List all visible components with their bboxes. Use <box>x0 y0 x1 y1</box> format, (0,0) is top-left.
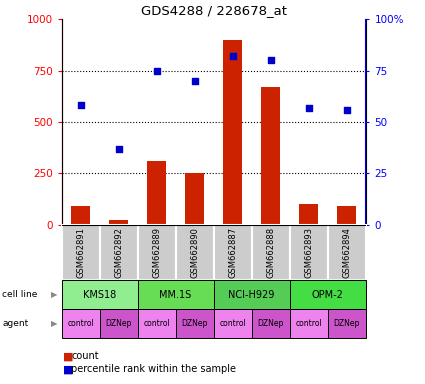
Text: GSM662889: GSM662889 <box>152 227 161 278</box>
Text: DZNep: DZNep <box>105 319 132 328</box>
Point <box>305 104 312 111</box>
Bar <box>252 225 289 280</box>
Bar <box>109 220 128 225</box>
Text: GSM662887: GSM662887 <box>228 227 237 278</box>
Point <box>191 78 198 84</box>
Bar <box>138 280 213 309</box>
Bar <box>261 87 280 225</box>
Point <box>77 103 84 109</box>
Text: ■: ■ <box>63 351 74 361</box>
Text: control: control <box>67 319 94 328</box>
Text: DZNep: DZNep <box>333 319 360 328</box>
Text: control: control <box>219 319 246 328</box>
Bar <box>337 206 356 225</box>
Text: GSM662893: GSM662893 <box>304 227 313 278</box>
Text: ■: ■ <box>63 364 74 374</box>
Point <box>115 146 122 152</box>
Bar <box>71 206 90 225</box>
Text: ▶: ▶ <box>51 319 57 328</box>
Point <box>153 68 160 74</box>
Point <box>267 57 274 63</box>
Point <box>343 106 350 113</box>
Bar <box>62 225 99 280</box>
Bar <box>185 173 204 225</box>
Bar <box>62 280 138 309</box>
Bar <box>99 225 138 280</box>
Bar <box>289 309 328 338</box>
Bar <box>213 225 252 280</box>
Bar <box>223 40 242 225</box>
Bar <box>213 280 289 309</box>
Text: agent: agent <box>2 319 28 328</box>
Text: GSM662892: GSM662892 <box>114 227 123 278</box>
Point <box>229 53 236 59</box>
Text: DZNep: DZNep <box>258 319 284 328</box>
Text: control: control <box>143 319 170 328</box>
Text: GSM662888: GSM662888 <box>266 227 275 278</box>
Text: GSM662894: GSM662894 <box>342 227 351 278</box>
Bar <box>176 225 213 280</box>
Title: GDS4288 / 228678_at: GDS4288 / 228678_at <box>141 3 286 17</box>
Text: NCI-H929: NCI-H929 <box>228 290 275 300</box>
Bar <box>138 225 176 280</box>
Text: MM.1S: MM.1S <box>159 290 192 300</box>
Bar <box>299 204 318 225</box>
Bar <box>213 309 252 338</box>
Text: percentile rank within the sample: percentile rank within the sample <box>71 364 236 374</box>
Bar <box>328 309 366 338</box>
Text: DZNep: DZNep <box>181 319 208 328</box>
Bar <box>289 225 328 280</box>
Text: OPM-2: OPM-2 <box>312 290 343 300</box>
Text: ▶: ▶ <box>51 290 57 300</box>
Bar <box>176 309 213 338</box>
Bar <box>289 280 366 309</box>
Text: cell line: cell line <box>2 290 37 300</box>
Bar <box>252 309 289 338</box>
Bar <box>62 309 99 338</box>
Bar <box>328 225 366 280</box>
Bar <box>99 309 138 338</box>
Text: count: count <box>71 351 99 361</box>
Bar <box>147 161 166 225</box>
Text: GSM662891: GSM662891 <box>76 227 85 278</box>
Bar <box>138 309 176 338</box>
Text: control: control <box>295 319 322 328</box>
Text: KMS18: KMS18 <box>83 290 116 300</box>
Text: GSM662890: GSM662890 <box>190 227 199 278</box>
